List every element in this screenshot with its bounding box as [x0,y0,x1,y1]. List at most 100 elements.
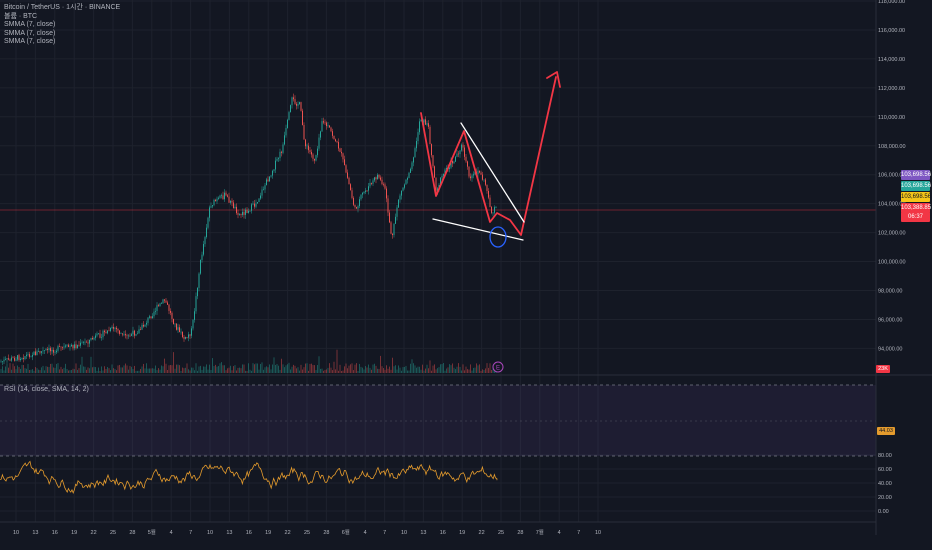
volume-bar [224,365,225,373]
price-axis-label[interactable]: 94,000.00 [878,346,902,352]
volume-bar [480,370,482,373]
time-axis-label[interactable]: 4 [364,530,367,536]
volume-bar [129,365,131,373]
price-axis-label[interactable]: 116,000.00 [878,28,905,34]
price-axis-label[interactable]: 96,000.00 [878,317,902,323]
candle-body [270,175,272,177]
time-axis-label[interactable]: 28 [323,530,329,536]
volume-bar [80,364,81,373]
candle-body [231,200,233,203]
candle-body [141,324,143,330]
candle-body [39,351,41,353]
time-axis-label[interactable]: 25 [304,530,310,536]
price-axis-label[interactable]: 102,000.00 [878,231,906,237]
volume-bar [149,368,150,373]
candle-body [183,336,185,339]
time-axis-label[interactable]: 25 [498,530,504,536]
candle-body [332,131,333,136]
time-axis-label[interactable]: 6월 [342,528,350,536]
time-axis-label[interactable]: 4 [170,530,173,536]
price-axis-label[interactable]: 106,000.00 [878,173,906,179]
volume-bar [443,363,444,373]
candle-body [65,345,66,347]
time-axis-label[interactable]: 7월 [536,528,544,536]
time-axis-label[interactable]: 4 [558,530,561,536]
volume-bar [293,364,294,373]
time-axis-label[interactable]: 25 [110,530,116,536]
time-axis-label[interactable]: 19 [459,530,465,536]
price-axis-label[interactable]: 114,000.00 [878,57,905,63]
time-axis-label[interactable]: 10 [595,530,601,536]
volume-bar [426,364,428,373]
candle-body [416,141,417,149]
price-axis-label[interactable]: 100,000.00 [878,260,906,266]
time-axis-label[interactable]: 22 [91,530,97,536]
time-axis-label[interactable]: 13 [32,530,38,536]
time-axis-label[interactable]: 19 [265,530,271,536]
candle-body [365,190,366,192]
time-axis-label[interactable]: 13 [226,530,232,536]
candle-body [117,329,119,331]
candle-body [215,199,216,202]
time-axis-label[interactable]: 5월 [148,528,156,536]
time-axis-label[interactable]: 19 [71,530,77,536]
time-axis-label[interactable]: 16 [440,530,446,536]
red-zigzag-projection[interactable] [420,76,557,236]
price-axis-labels[interactable]: 118,000.00 116,000.00 114,000.00 112,000.00… [878,0,906,352]
rsi-legend[interactable]: RSI (14, close, SMA, 14, 2) [4,386,89,393]
time-axis-label[interactable]: 28 [129,530,135,536]
time-axis-label[interactable]: 16 [52,530,58,536]
price-axis-label[interactable]: 108,000.00 [878,144,906,150]
volume-bar [168,365,170,373]
legend-smma-3[interactable]: SMMA (7, close) [4,38,56,46]
candle-body [282,144,284,153]
candle-body [228,196,230,203]
candle-body [212,205,213,207]
event-marker[interactable]: E [492,361,504,373]
volume-bar [243,364,245,373]
time-axis-label[interactable]: 16 [246,530,252,536]
time-axis-label[interactable]: 10 [13,530,19,536]
legend-symbol[interactable]: Bitcoin / TetherUS · 1시간 · BINANCE [4,4,121,11]
time-axis-label[interactable]: 22 [285,530,291,536]
legend-volume[interactable]: 볼륨 · BTC [4,12,38,20]
legend-smma-1[interactable]: SMMA (7, close) [4,21,56,29]
candle-body [264,185,266,190]
time-axis-label[interactable]: 10 [207,530,213,536]
price-axis-label[interactable]: 104,000.00 [878,202,906,208]
time-axis-label[interactable]: 7 [383,530,386,536]
candle-body [171,312,173,319]
time-axis-label[interactable]: 13 [420,530,426,536]
time-axis-label[interactable]: 22 [479,530,485,536]
time-axis-label[interactable]: 7 [577,530,580,536]
volume-bar [156,370,158,373]
volume-bar [119,364,120,373]
volume-bar [126,365,128,373]
volume-bar [303,367,305,373]
price-axis-label[interactable]: 110,000.00 [878,115,905,121]
volume-bar [446,368,447,373]
volume-bar [212,358,213,373]
wedge-upper-line[interactable] [460,122,525,223]
time-axis-label[interactable]: 7 [189,530,192,536]
wedge-lower-line[interactable] [432,218,524,241]
candle-body [153,311,155,317]
highlight-circle[interactable] [489,226,507,248]
price-axis-label[interactable]: 118,000.00 [878,0,905,5]
drawing-projection[interactable] [420,71,561,248]
time-axis-label[interactable]: 28 [517,530,523,536]
legend-smma-2[interactable]: SMMA (7, close) [4,29,56,37]
candle-body [449,167,450,169]
dividend-e-icon[interactable] [492,361,504,373]
volume-bar [81,356,83,373]
candle-body [480,172,482,175]
time-axis-labels[interactable]: 10 13 16 19 22 25 28 5월 4 7 10 13 16 19 22 25 28 6월 4 7 10 13… [13,528,601,536]
volume-bar [206,364,207,373]
candle-body [413,157,414,163]
time-axis-label[interactable]: 10 [401,530,407,536]
price-axis-label[interactable]: 112,000.00 [878,86,905,92]
volume-bar [6,363,8,373]
price-axis-label[interactable]: 98,000.00 [878,289,902,295]
chart-legend[interactable]: Bitcoin / TetherUS · 1시간 · BINANCE 볼륨 · … [4,4,120,47]
